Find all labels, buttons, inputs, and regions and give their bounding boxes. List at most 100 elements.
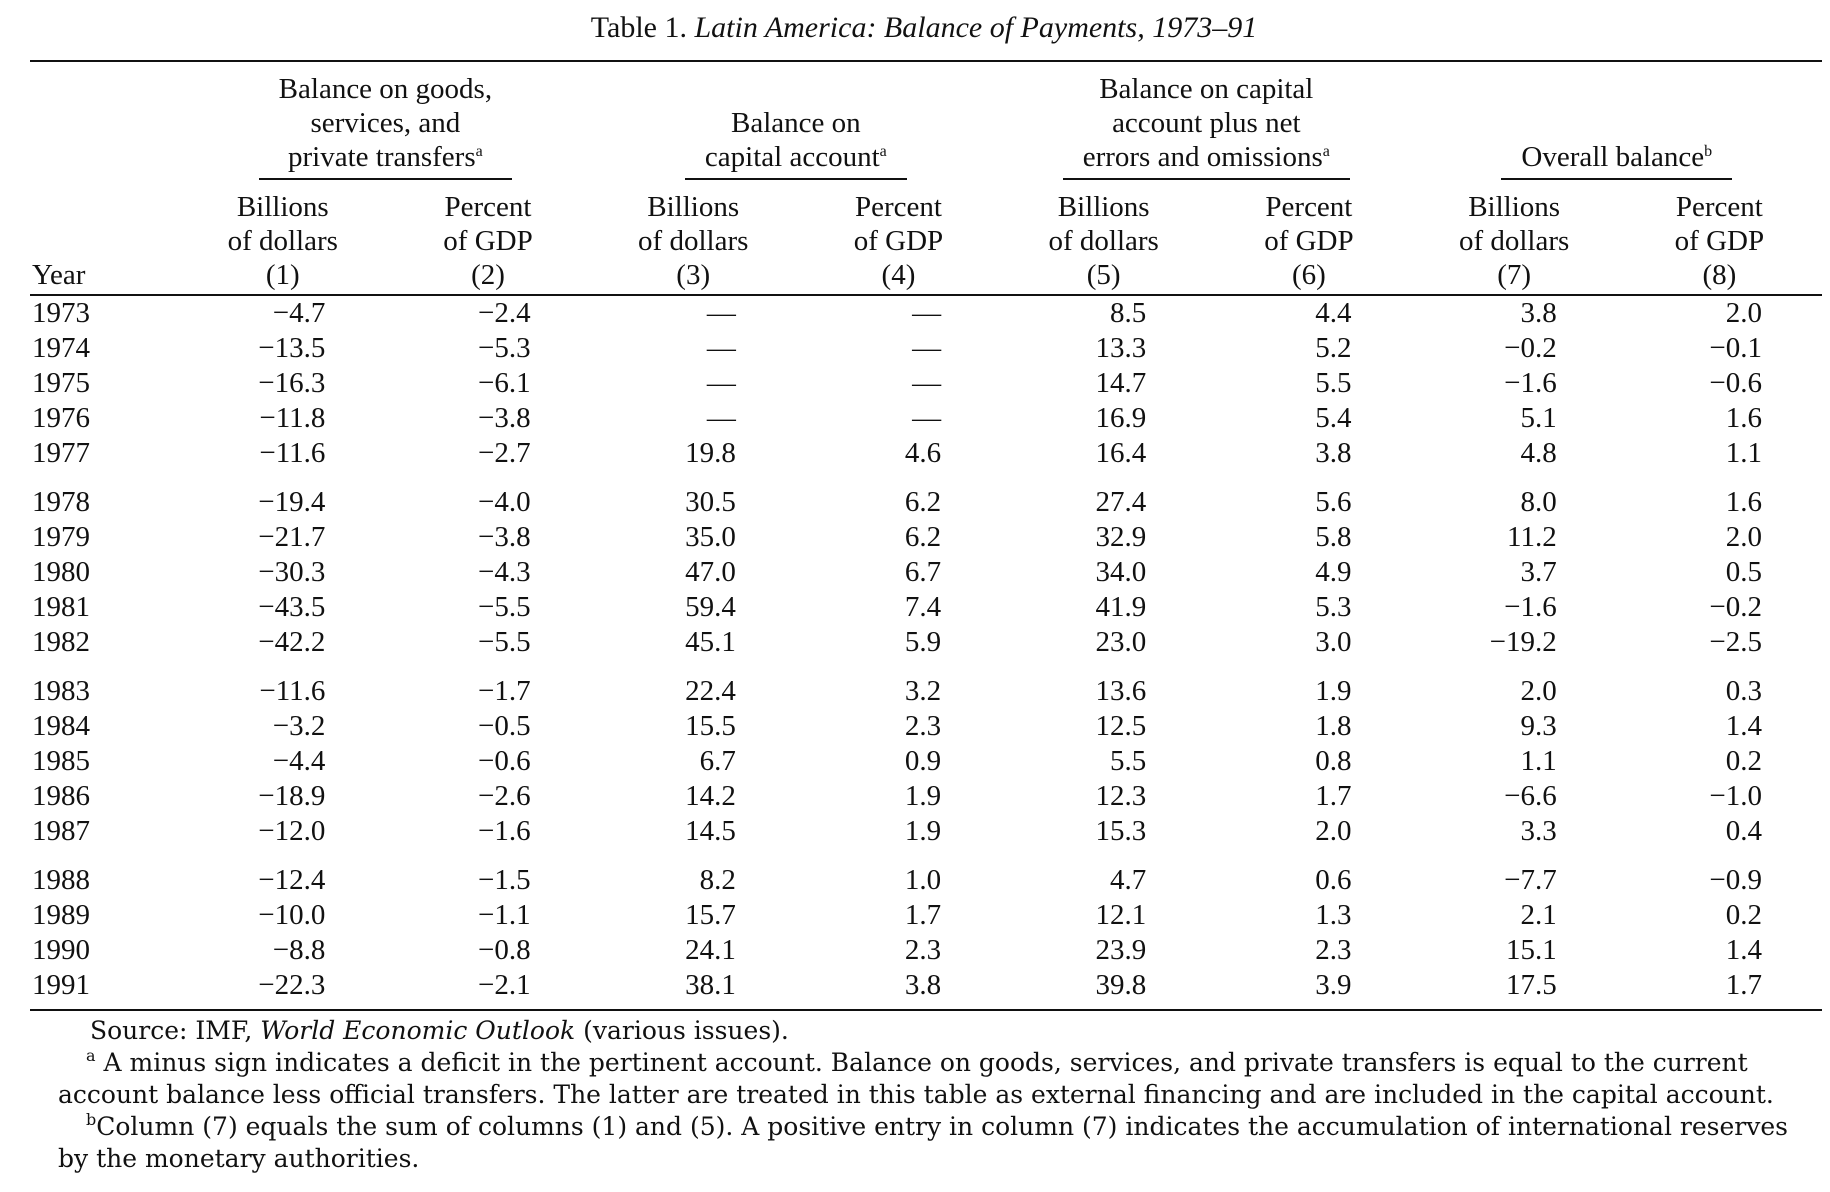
group-header-line: Balance on capital (1099, 73, 1314, 105)
value-cell: 1.9 (1315, 675, 1352, 707)
year-cell: 1975 (32, 367, 90, 399)
value-cell: 1.3 (1315, 899, 1352, 931)
column-header-line: of dollars (1458, 225, 1570, 257)
value-cell: −2.1 (478, 969, 531, 1001)
group-header-line: services, and (310, 107, 461, 139)
footnote-marker: a (1322, 143, 1330, 160)
value-cell: −3.2 (272, 710, 326, 742)
year-cell: 1988 (32, 864, 90, 896)
value-cell: 11.2 (1507, 521, 1557, 553)
year-cell: 1983 (32, 675, 90, 707)
column-header-line: Percent (1265, 191, 1353, 223)
value-cell: 5.3 (1315, 591, 1352, 623)
value-cell: 6.2 (904, 486, 942, 518)
value-cell: 7.4 (904, 591, 942, 623)
value-cell: −18.9 (258, 780, 326, 812)
value-cell: 1.6 (1725, 402, 1762, 434)
column-header-line: Percent (444, 191, 532, 223)
value-cell: 2.0 (1315, 815, 1352, 847)
value-cell: 30.5 (685, 486, 736, 518)
value-cell: 3.3 (1520, 815, 1557, 847)
column-header-line: of GDP (1264, 225, 1354, 257)
value-cell: −4.7 (272, 297, 326, 329)
table-row: 1976 −11.8 −3.8 — — 16.9 5.4 5.1 1.6 (30, 401, 1822, 436)
column-header-line: Percent (854, 191, 942, 223)
value-cell: −43.5 (258, 591, 326, 623)
column-header-line: (2) (471, 259, 505, 291)
value-cell: 2.1 (1520, 899, 1557, 931)
value-cell: 32.9 (1095, 521, 1147, 553)
value-cell: 4.8 (1520, 437, 1557, 469)
value-cell: 45.1 (685, 626, 736, 658)
value-cell: 2.3 (904, 710, 942, 742)
year-cell: 1977 (32, 437, 90, 469)
column-header-line: (3) (676, 259, 711, 291)
column-header-line: of GDP (853, 225, 944, 257)
value-cell: −13.5 (258, 332, 326, 364)
value-cell: 2.0 (1725, 521, 1762, 553)
value-cell: 1.6 (1725, 486, 1762, 518)
value-cell: 8.2 (699, 864, 736, 896)
value-cell: — (706, 367, 736, 399)
column-header-2: Percent of GDP (2) (385, 184, 590, 295)
value-cell: 1.1 (1725, 437, 1762, 469)
value-cell: −3.8 (478, 521, 531, 553)
table-row: 1979 −21.7 −3.8 35.0 6.2 32.9 5.8 11.2 2.0 (30, 520, 1822, 555)
value-cell: 1.7 (904, 899, 942, 931)
value-cell: 0.3 (1725, 675, 1762, 707)
table-number: Table 1. (590, 11, 687, 44)
footnote-marker: a (879, 143, 887, 160)
value-cell: 3.7 (1520, 556, 1557, 588)
table-title: Table 1. Latin America: Balance of Payme… (30, 6, 1818, 50)
year-cell: 1978 (32, 486, 90, 518)
value-cell: −0.2 (1504, 332, 1557, 364)
value-cell: 16.4 (1095, 437, 1147, 469)
value-cell: −6.1 (478, 367, 531, 399)
value-cell: −19.4 (258, 486, 326, 518)
table-caption: Latin America: Balance of Payments, 1973… (694, 11, 1258, 44)
value-cell: 1.9 (904, 815, 942, 847)
value-cell: 4.4 (1315, 297, 1352, 329)
year-cell: 1984 (32, 710, 90, 742)
value-cell: 0.2 (1725, 745, 1762, 777)
value-cell: 12.5 (1095, 710, 1147, 742)
group-header-line: Balance on goods, (278, 73, 493, 105)
value-cell: −42.2 (258, 626, 326, 658)
value-cell: −4.0 (478, 486, 531, 518)
value-cell: −11.6 (259, 675, 326, 707)
column-header-line: of dollars (227, 225, 338, 257)
value-cell: 35.0 (685, 521, 736, 553)
value-cell: −4.4 (272, 745, 326, 777)
value-cell: 6.2 (904, 521, 942, 553)
value-cell: 0.8 (1315, 745, 1352, 777)
group-header-line: Balance on (731, 107, 861, 139)
value-cell: 24.1 (685, 934, 736, 966)
footnote-a: a A minus sign indicates a deficit in th… (58, 1047, 1818, 1111)
value-cell: −6.6 (1504, 780, 1557, 812)
table-notes: Source: IMF, World Economic Outlook (var… (30, 1015, 1818, 1175)
table-row: 1974 −13.5 −5.3 — — 13.3 5.2 −0.2 −0.1 (30, 331, 1822, 366)
value-cell: −2.4 (478, 297, 531, 329)
value-cell: 5.5 (1110, 745, 1147, 777)
group-header-capital-account: Balance on capital accounta (590, 60, 1002, 184)
source-note: Source: IMF, World Economic Outlook (var… (58, 1015, 1818, 1047)
value-cell: 1.8 (1315, 710, 1352, 742)
value-cell: −1.6 (1504, 367, 1557, 399)
value-cell: 14.5 (685, 815, 736, 847)
value-cell: −2.6 (478, 780, 531, 812)
value-cell: 3.9 (1315, 969, 1352, 1001)
value-cell: 22.4 (685, 675, 736, 707)
value-cell: 3.8 (1520, 297, 1557, 329)
value-cell: 2.0 (1520, 675, 1557, 707)
value-cell: 5.5 (1315, 367, 1352, 399)
column-header-line: Percent (1675, 191, 1763, 223)
value-cell: 13.6 (1095, 675, 1147, 707)
value-cell: −12.0 (258, 815, 326, 847)
column-header-4: Percent of GDP (4) (796, 184, 1001, 295)
value-cell: −21.7 (258, 521, 326, 553)
column-header-7: Billions of dollars (7) (1412, 184, 1617, 295)
value-cell: 47.0 (685, 556, 736, 588)
value-cell: 4.7 (1110, 864, 1147, 896)
source-title: World Economic Outlook (260, 1016, 576, 1045)
value-cell: 2.0 (1725, 297, 1762, 329)
